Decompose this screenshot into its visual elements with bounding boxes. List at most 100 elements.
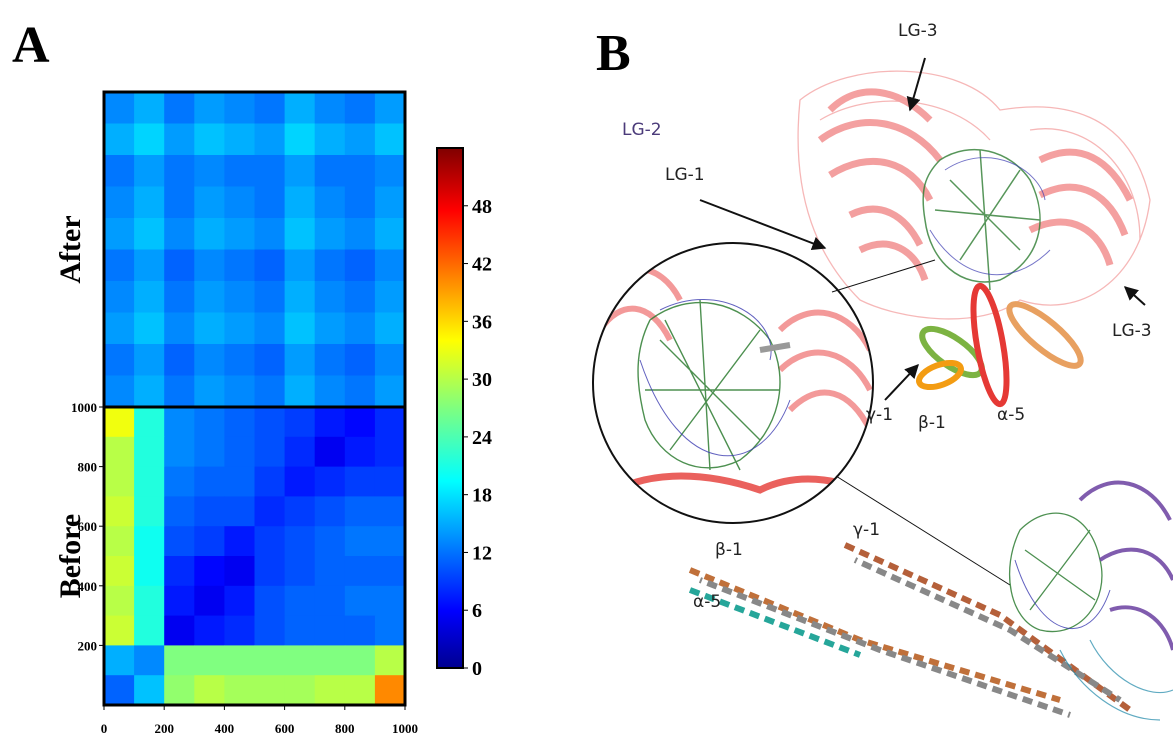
heatmap-cell (164, 312, 195, 345)
heatmap-cell (194, 645, 225, 676)
heatmap-cell (194, 407, 225, 438)
heatmap-cell (104, 344, 135, 376)
heatmap-cell (344, 526, 376, 557)
heatmap-cell (314, 466, 346, 497)
heatmap-cell (284, 155, 316, 187)
heatmap-cell (284, 526, 316, 557)
heatmap-cell (284, 556, 316, 587)
heatmap-cell (344, 249, 376, 282)
heatmap-cell (224, 615, 255, 646)
heatmap-cell (314, 281, 346, 313)
heatmap-cell (344, 436, 376, 468)
heatmap-cell (374, 407, 406, 438)
heatmap-cell (164, 155, 195, 187)
heatmap-cell (164, 556, 195, 587)
heatmap-cell (164, 218, 195, 250)
heatmap-cell (374, 526, 406, 557)
heatmap-cell (314, 496, 346, 527)
heatmap-cell (104, 281, 135, 313)
heatmap-cell (284, 675, 316, 706)
heatmap-cell (224, 436, 255, 468)
heatmap-cell (224, 675, 255, 706)
heatmap-cell (224, 312, 255, 345)
panel-label: B (596, 25, 631, 82)
heatmap-cell (134, 496, 165, 527)
heatmap-cell (374, 123, 406, 156)
heatmap-cell (224, 186, 255, 219)
heatmap-cell (104, 585, 135, 617)
heatmap-cell (104, 123, 135, 156)
structure-label: α-5 (693, 592, 721, 612)
heatmap-cell (314, 436, 346, 468)
y-tick-label: 1000 (71, 400, 97, 415)
heatmap-cell (104, 526, 135, 557)
heatmap-cell (374, 218, 406, 250)
heatmap-cell (314, 312, 346, 345)
heatmap-cell (314, 556, 346, 587)
heatmap-cell (134, 92, 165, 124)
heatmap-cell (194, 585, 225, 617)
heatmap-cell (284, 344, 316, 376)
colorbar-tick-label: 18 (472, 485, 492, 507)
heatmap-cell (104, 218, 135, 250)
heatmap-cell (254, 249, 286, 282)
heatmap-cell (314, 186, 346, 219)
panel-title: After (54, 215, 87, 283)
heatmap-cell (164, 526, 195, 557)
heatmap-cell (374, 496, 406, 527)
heatmap-cell (254, 407, 286, 438)
heatmap-cell (344, 466, 376, 497)
structure-label: γ-1 (866, 405, 893, 425)
panel-label: A (12, 17, 50, 74)
heatmap-cell (104, 556, 135, 587)
heatmap-cell (284, 186, 316, 219)
structure-label: β-1 (715, 540, 743, 560)
heatmap-cell (134, 312, 165, 345)
heatmap-cell (314, 645, 346, 676)
heatmap-frame (102, 90, 407, 707)
heatmap-cell (254, 344, 286, 376)
heatmap-cell (224, 585, 255, 617)
heatmap-cell (224, 249, 255, 282)
heatmap-cell (224, 645, 255, 676)
heatmap-cell (134, 186, 165, 219)
heatmap-cell (194, 615, 225, 646)
heatmap-cell (374, 556, 406, 587)
heatmap-cell (104, 92, 135, 124)
heatmap-cell (254, 312, 286, 345)
colorbar-tick-label: 36 (472, 311, 492, 333)
heatmap-cell (194, 312, 225, 345)
colorbar (436, 147, 464, 669)
structure-label: γ-1 (853, 520, 880, 540)
colorbar-tick-label: 48 (472, 196, 492, 218)
colorbar-tick-label: 12 (472, 542, 492, 564)
heatmap-cell (104, 186, 135, 219)
heatmap-cell (254, 526, 286, 557)
heatmap-cell (134, 375, 165, 408)
heatmap-cell (164, 675, 195, 706)
structure-label: β-1 (918, 413, 946, 433)
heatmap-cell (104, 375, 135, 408)
y-tick-label: 800 (78, 460, 98, 475)
heatmap-cell (284, 92, 316, 124)
heatmap-cell (284, 496, 316, 527)
heatmap-cell (104, 615, 135, 646)
heatmap-cell (344, 155, 376, 187)
heatmap-cell (344, 218, 376, 250)
heatmap-cell (134, 344, 165, 376)
heatmap-cell (314, 123, 346, 156)
heatmap-cell (314, 675, 346, 706)
heatmap-cell (194, 123, 225, 156)
heatmap-cell (314, 615, 346, 646)
heatmap-cell (254, 186, 286, 219)
heatmap-cell (254, 675, 286, 706)
heatmap-cell (164, 436, 195, 468)
heatmap-cell (194, 375, 225, 408)
heatmap-cell (134, 615, 165, 646)
heatmap-cell (164, 496, 195, 527)
heatmap-cell (224, 281, 255, 313)
heatmap-cell (134, 556, 165, 587)
heatmap-cell (374, 312, 406, 345)
heatmap-cell (344, 281, 376, 313)
